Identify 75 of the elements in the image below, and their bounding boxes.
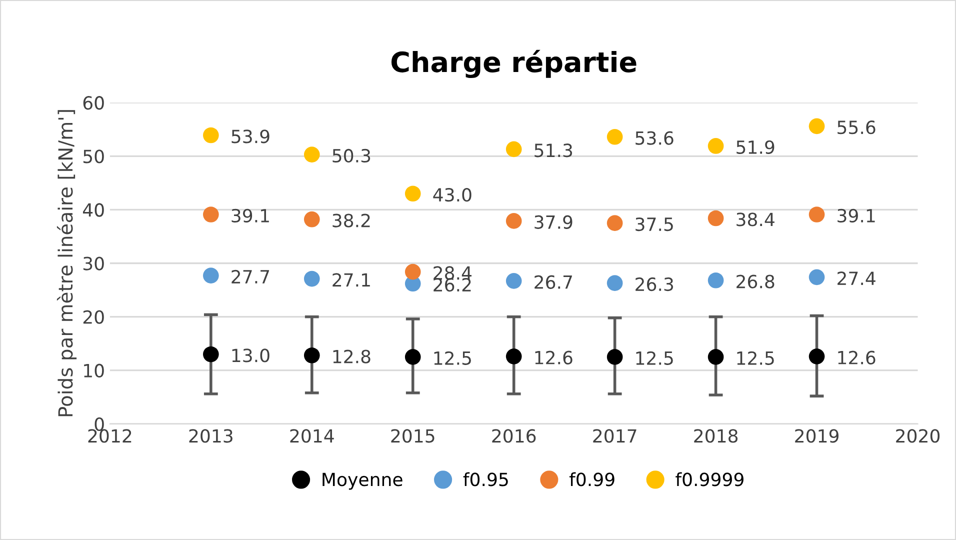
- data-label: 12.8: [333, 350, 370, 364]
- y-tick-label: 50: [83, 150, 104, 164]
- data-label: 37.9: [534, 215, 572, 229]
- data-label: 51.9: [736, 140, 774, 154]
- point: [808, 269, 825, 286]
- point: [304, 270, 320, 287]
- data-label: 55.6: [838, 120, 876, 134]
- legend-label: f0.9999: [676, 472, 744, 486]
- data-label: 39.1: [232, 208, 269, 223]
- legend-label: Moyenne: [322, 472, 402, 490]
- point: [506, 348, 522, 364]
- y-tick-label: 0: [94, 417, 104, 432]
- y-tick-label: 10: [84, 364, 104, 378]
- point: [304, 211, 320, 228]
- x-tick-label: 2019: [795, 429, 838, 443]
- point: [606, 349, 623, 365]
- y-tick-label: 60: [83, 96, 104, 110]
- data-label: 27.7: [232, 270, 270, 284]
- data-label: 12.5: [434, 351, 471, 365]
- data-label: 53.9: [232, 130, 270, 144]
- point: [708, 349, 724, 365]
- y-tick-label: 20: [83, 310, 104, 324]
- data-label: 51.3: [534, 144, 572, 158]
- data-label: 38.4: [736, 212, 774, 226]
- point: [506, 213, 522, 229]
- data-label: 27.4: [838, 272, 876, 285]
- y-tick-label: 30: [83, 256, 104, 270]
- legend-label: f0.99: [569, 472, 614, 486]
- data-label: 39.1: [838, 208, 875, 223]
- point: [606, 275, 623, 291]
- point: [404, 186, 421, 202]
- y-axis-title: Poids par mètre linéaire [kN/m']: [56, 110, 77, 416]
- point: [708, 210, 724, 226]
- x-tick-label: 2012: [88, 429, 132, 443]
- x-tick-label: 2013: [189, 429, 232, 443]
- data-label: 12.5: [737, 351, 774, 365]
- x-tick-label: 2014: [290, 429, 334, 443]
- point: [203, 206, 219, 222]
- data-label: 37.5: [636, 217, 673, 232]
- point: [808, 348, 825, 364]
- x-tick-label: 2015: [391, 429, 434, 443]
- x-tick-label: 2017: [593, 429, 636, 443]
- point: [506, 141, 522, 158]
- data-label: 43.0: [433, 188, 472, 202]
- data-label: 12.6: [535, 350, 572, 364]
- point: [404, 264, 421, 280]
- point: [808, 206, 825, 222]
- point: [203, 346, 219, 362]
- x-tick-label: 2018: [694, 429, 738, 443]
- point: [708, 138, 724, 154]
- data-label: 12.5: [636, 351, 673, 365]
- data-label: 50.3: [332, 148, 370, 163]
- data-label: 26.7: [534, 275, 572, 289]
- chart-title: Charge répartie: [391, 50, 636, 78]
- point: [304, 146, 320, 162]
- data-label: 12.6: [838, 350, 876, 364]
- point: [808, 118, 825, 134]
- point: [203, 127, 219, 144]
- legend-label: f0.95: [463, 472, 508, 486]
- data-label: 27.1: [332, 273, 370, 287]
- data-label: 38.2: [332, 214, 370, 228]
- x-tick-label: 2016: [492, 429, 536, 443]
- point: [606, 128, 623, 145]
- x-tick-label: 2020: [896, 429, 940, 443]
- data-label: 13.0: [232, 348, 270, 362]
- data-label: 26.3: [636, 277, 674, 292]
- point: [708, 272, 724, 288]
- point: [506, 273, 522, 289]
- point: [606, 215, 623, 232]
- point: [203, 268, 219, 284]
- point: [404, 349, 421, 365]
- data-label: 26.8: [736, 274, 774, 288]
- data-label: 53.6: [636, 131, 674, 145]
- y-tick-label: 40: [82, 203, 104, 217]
- point: [304, 347, 320, 364]
